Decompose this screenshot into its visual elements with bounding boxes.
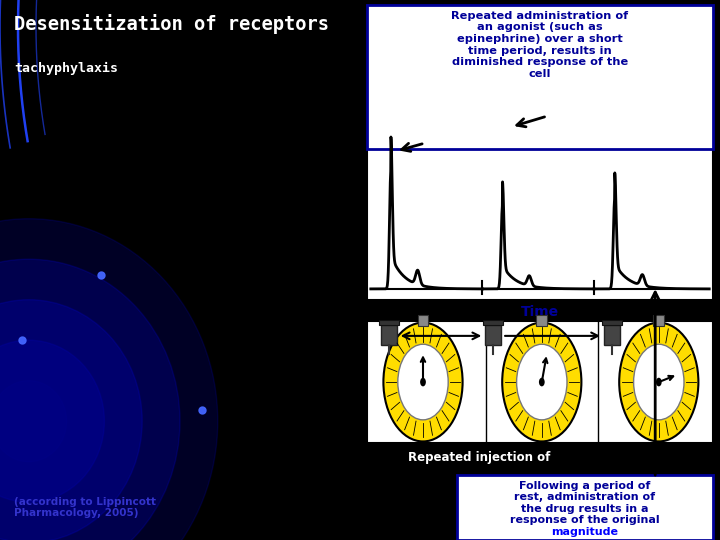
Bar [381, 325, 397, 345]
Bar [367, 321, 713, 443]
Text: Desensitization of receptors: Desensitization of receptors [14, 14, 329, 33]
Bar [367, 5, 713, 148]
Bar [485, 325, 501, 345]
Text: tachyphylaxis: tachyphylaxis [14, 62, 118, 75]
Ellipse shape [0, 219, 217, 540]
Bar [604, 325, 620, 345]
Bar [654, 315, 664, 326]
Text: Repeated injection of: Repeated injection of [408, 451, 550, 464]
Circle shape [420, 378, 426, 387]
Circle shape [397, 345, 448, 420]
Bar [367, 148, 713, 300]
Ellipse shape [0, 259, 180, 540]
Text: magnitude: magnitude [552, 527, 618, 537]
Bar [367, 443, 590, 472]
Circle shape [619, 322, 698, 442]
Ellipse shape [0, 381, 66, 462]
Ellipse shape [0, 340, 104, 502]
Circle shape [656, 378, 662, 387]
Bar [457, 475, 713, 540]
Circle shape [634, 345, 684, 420]
Text: drug: drug [611, 451, 642, 464]
Ellipse shape [0, 300, 143, 540]
Text: Time: Time [521, 305, 559, 319]
Bar [602, 320, 622, 325]
Circle shape [383, 322, 463, 442]
Circle shape [516, 345, 567, 420]
Bar [418, 315, 428, 326]
Text: Repeated administration of
an agonist (such as
epinephrine) over a short
time pe: Repeated administration of an agonist (s… [451, 11, 629, 79]
Bar [379, 320, 399, 325]
Text: Following a period of
rest, administration of
the drug results in a
response of : Following a period of rest, administrati… [510, 481, 660, 525]
Circle shape [502, 322, 582, 442]
Circle shape [539, 378, 544, 387]
Text: (according to Lippincott
Pharmacology, 2005): (according to Lippincott Pharmacology, 2… [14, 497, 156, 518]
Bar [536, 315, 547, 326]
Bar [483, 320, 503, 325]
